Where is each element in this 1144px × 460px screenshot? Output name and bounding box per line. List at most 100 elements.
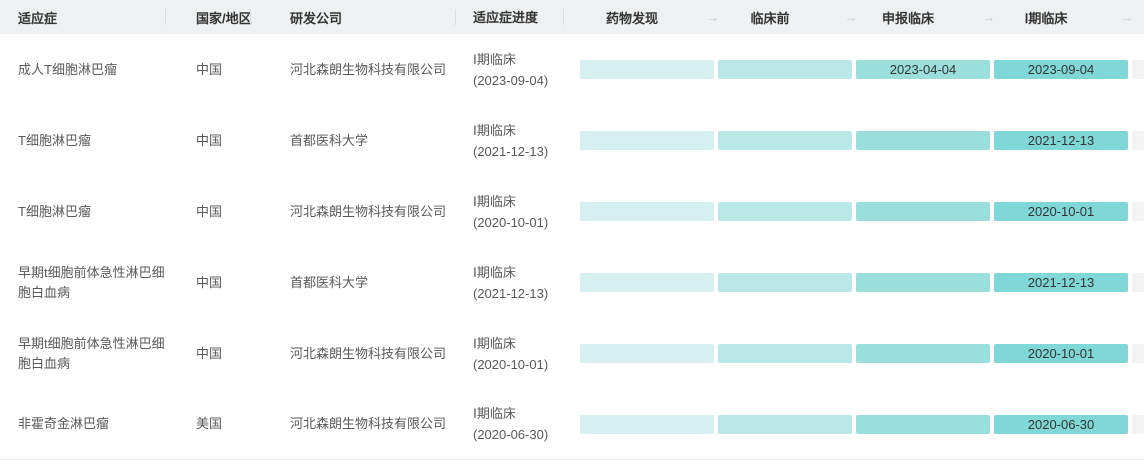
company-cell: 河北森朗生物科技有限公司 — [290, 61, 447, 77]
stage-bar-next — [1132, 273, 1144, 292]
stage-track[interactable]: 2021-12-13 — [580, 273, 1144, 292]
stage-bar-next — [1132, 202, 1144, 221]
country-cell: 美国 — [196, 416, 223, 431]
progress-cell: Ⅰ期临床 (2023-09-04) — [455, 49, 563, 91]
stage-bar-drug-discovery[interactable] — [580, 60, 714, 79]
col-header-indication: 适应症 — [18, 10, 58, 26]
stage-header-label: 临床前 — [750, 10, 790, 26]
company-cell: 河北森朗生物科技有限公司 — [290, 416, 447, 431]
company-cell: 首都医科大学 — [290, 132, 369, 148]
stage-bar-preclinical[interactable] — [718, 414, 852, 434]
progress-stage-label: Ⅰ期临床 — [473, 122, 516, 138]
table-body: 成人T细胞淋巴瘤 中国 河北森朗生物科技有限公司 Ⅰ期临床 (2023-09-0… — [0, 34, 1144, 460]
progress-stage-label: Ⅰ期临床 — [473, 406, 516, 421]
arrow-right-icon: → — [1120, 9, 1134, 25]
progress-cell: Ⅰ期临床 (2021-12-13) — [455, 120, 563, 162]
stage-bar-drug-discovery[interactable] — [580, 131, 714, 150]
col-header-company: 研发公司 — [290, 10, 343, 26]
stage-bar-ind-filing[interactable] — [856, 202, 990, 221]
stage-header-label: 申报临床 — [881, 10, 934, 26]
country-cell: 中国 — [196, 203, 223, 219]
progress-stage-label: Ⅰ期临床 — [473, 335, 516, 351]
progress-date-label: (2021-12-13) — [473, 143, 549, 159]
stage-bar-preclinical[interactable] — [718, 202, 852, 221]
header-separator — [250, 9, 251, 25]
stage-bar-preclinical[interactable] — [718, 273, 852, 292]
progress-cell: Ⅰ期临床 (2021-12-13) — [455, 262, 563, 304]
progress-cell: Ⅰ期临床 (2020-06-30) — [455, 403, 563, 445]
country-cell: 中国 — [196, 61, 223, 77]
stage-header-ind-filing: 申报临床 → — [839, 8, 996, 27]
stage-bar-phase1[interactable]: 2023-09-04 — [994, 60, 1128, 79]
stage-bar-drug-discovery[interactable] — [580, 344, 714, 363]
progress-stage-label: Ⅰ期临床 — [473, 193, 516, 209]
stage-bar-next — [1132, 344, 1144, 363]
stage-bar-drug-discovery[interactable] — [580, 273, 714, 292]
stage-bar-phase1[interactable]: 2020-06-30 — [994, 414, 1128, 434]
progress-date-label: (2020-10-01) — [473, 214, 549, 230]
table-row: 早期t细胞前体急性淋巴细胞白血病 中国 首都医科大学 Ⅰ期临床 (2021-12… — [0, 247, 1144, 318]
progress-date-label: (2020-06-30) — [473, 427, 549, 442]
stage-track[interactable]: 2023-04-04 2023-09-04 — [580, 60, 1144, 79]
stage-bar-next — [1132, 60, 1144, 79]
table-row: T细胞淋巴瘤 中国 河北森朗生物科技有限公司 Ⅰ期临床 (2020-10-01)… — [0, 176, 1144, 247]
stage-header-phase1: Ⅰ期临床 → — [977, 8, 1134, 27]
stage-bar-next — [1132, 131, 1144, 150]
stage-track[interactable]: 2020-06-30 — [580, 414, 1144, 434]
stage-track[interactable]: 2021-12-13 — [580, 131, 1144, 150]
stage-bar-next — [1132, 414, 1144, 434]
country-cell: 中国 — [196, 274, 223, 290]
country-cell: 中国 — [196, 345, 223, 361]
header-separator — [165, 9, 166, 25]
stage-bar-phase1[interactable]: 2020-10-01 — [994, 344, 1128, 363]
progress-date-label: (2023-09-04) — [473, 72, 549, 88]
stage-header-label: 药物发现 — [605, 10, 658, 26]
table-row: 非霍奇金淋巴瘤 美国 河北森朗生物科技有限公司 Ⅰ期临床 (2020-06-30… — [0, 389, 1144, 460]
indication-cell: 非霍奇金淋巴瘤 — [18, 416, 110, 431]
stage-header-label: Ⅰ期临床 — [1024, 10, 1068, 26]
stage-bar-ind-filing[interactable] — [856, 131, 990, 150]
progress-cell: Ⅰ期临床 (2020-10-01) — [455, 333, 563, 375]
company-cell: 首都医科大学 — [290, 274, 369, 290]
stage-bar-drug-discovery[interactable] — [580, 414, 714, 434]
indication-cell: 早期t细胞前体急性淋巴细胞白血病 — [18, 335, 165, 371]
indication-cell: 成人T细胞淋巴瘤 — [18, 61, 117, 77]
stage-bar-ind-filing[interactable] — [856, 414, 990, 434]
table-row: 成人T细胞淋巴瘤 中国 河北森朗生物科技有限公司 Ⅰ期临床 (2023-09-0… — [0, 34, 1144, 105]
col-header-progress: 适应症进度 — [473, 9, 539, 25]
country-cell: 中国 — [196, 132, 223, 148]
indication-cell: T细胞淋巴瘤 — [18, 203, 91, 219]
indication-cell: 早期t细胞前体急性淋巴细胞白血病 — [18, 264, 165, 300]
progress-date-label: (2021-12-13) — [473, 285, 549, 301]
stage-track[interactable]: 2020-10-01 — [580, 344, 1144, 363]
stage-header-preclinical: 临床前 → — [701, 8, 857, 27]
progress-stage-label: Ⅰ期临床 — [473, 51, 516, 67]
header-separator — [563, 9, 564, 25]
stage-bar-phase1[interactable]: 2021-12-13 — [994, 273, 1128, 292]
stage-header-track: 药物发现 → 临床前 → 申报临床 → Ⅰ期临床 → — [563, 8, 1134, 27]
stage-bar-ind-filing[interactable]: 2023-04-04 — [856, 60, 990, 79]
table-header: 适应症 国家/地区 研发公司 适应症进度 药物发现 → 临床前 → 申报临床 →… — [0, 0, 1144, 34]
stage-header-drug-discovery: 药物发现 → — [563, 8, 720, 27]
stage-bar-preclinical[interactable] — [718, 344, 852, 363]
progress-stage-label: Ⅰ期临床 — [473, 264, 516, 280]
stage-track[interactable]: 2020-10-01 — [580, 202, 1144, 221]
arrow-right-icon: → — [706, 9, 720, 25]
stage-bar-ind-filing[interactable] — [856, 273, 990, 292]
company-cell: 河北森朗生物科技有限公司 — [290, 203, 447, 219]
stage-bar-drug-discovery[interactable] — [580, 202, 714, 221]
stage-bar-phase1[interactable]: 2021-12-13 — [994, 131, 1128, 150]
stage-bar-phase1[interactable]: 2020-10-01 — [994, 202, 1128, 221]
progress-cell: Ⅰ期临床 (2020-10-01) — [455, 191, 563, 233]
progress-date-label: (2020-10-01) — [473, 356, 549, 372]
stage-bar-preclinical[interactable] — [718, 131, 852, 150]
header-separator — [455, 9, 456, 25]
table-row: T细胞淋巴瘤 中国 首都医科大学 Ⅰ期临床 (2021-12-13) 2021-… — [0, 105, 1144, 176]
stage-bar-ind-filing[interactable] — [856, 344, 990, 363]
arrow-right-icon: → — [844, 9, 858, 25]
indication-cell: T细胞淋巴瘤 — [18, 132, 91, 148]
stage-bar-preclinical[interactable] — [718, 60, 852, 79]
company-cell: 河北森朗生物科技有限公司 — [290, 345, 447, 361]
table-row: 早期t细胞前体急性淋巴细胞白血病 中国 河北森朗生物科技有限公司 Ⅰ期临床 (2… — [0, 318, 1144, 389]
